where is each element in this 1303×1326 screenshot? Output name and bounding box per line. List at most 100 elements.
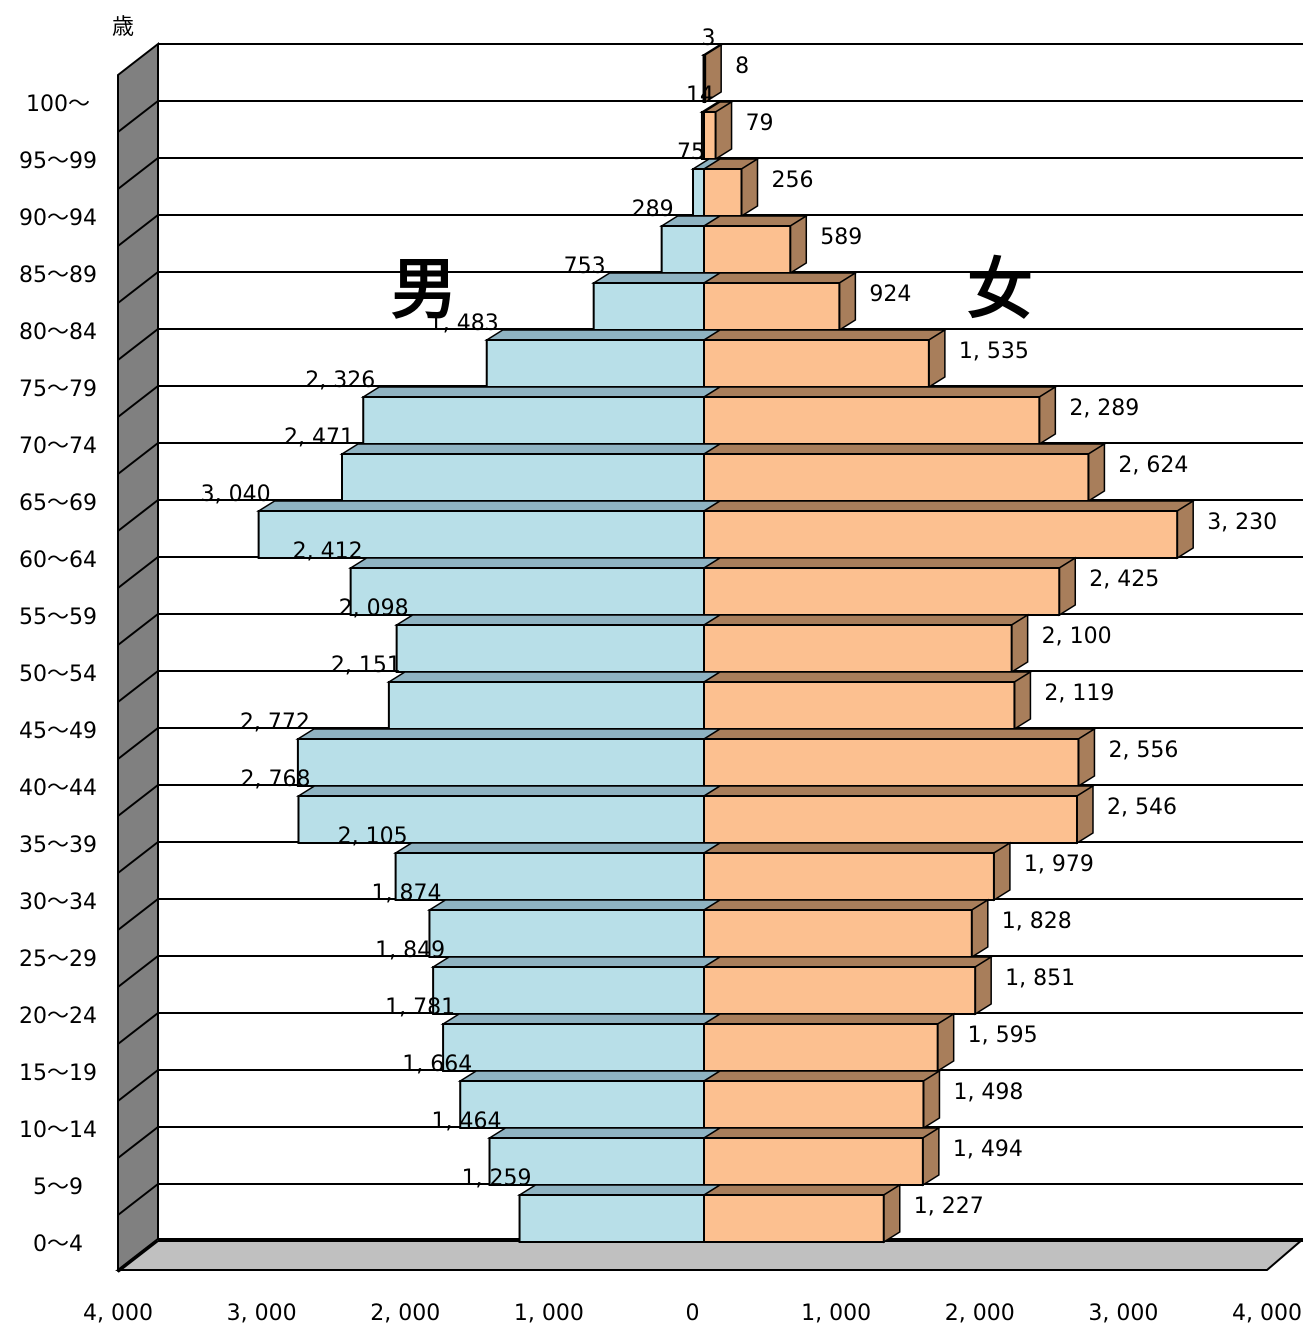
male-bar-top xyxy=(295,728,723,740)
female-bar-top xyxy=(701,785,1096,797)
male-bar-top xyxy=(295,785,723,797)
female-bar-top xyxy=(701,386,1058,398)
gridline-wall xyxy=(117,1069,159,1102)
y-axis-unit-label: 歳 xyxy=(112,15,134,40)
female-bar xyxy=(703,567,1061,616)
x-tick-label: 3, 000 xyxy=(1088,1301,1158,1326)
female-bar xyxy=(703,1194,885,1243)
male-value-label: 2, 098 xyxy=(339,596,409,621)
chart-labels: 100～ 95～99 90～94 85～89 80～84 75～79 70～74 65～69 6… xyxy=(19,26,1302,1326)
female-value-label: 1, 828 xyxy=(1002,909,1072,934)
female-bar-top xyxy=(701,899,991,911)
female-label: 女 xyxy=(967,251,1033,328)
male-bar xyxy=(387,681,705,730)
male-bar-top xyxy=(393,842,723,854)
male-bar xyxy=(362,396,705,445)
x-tick-label: 4, 000 xyxy=(83,1301,153,1326)
category-label: 60～64 xyxy=(19,548,97,573)
male-value-label: 1, 664 xyxy=(402,1052,472,1077)
female-bar-side xyxy=(922,1069,941,1130)
female-bar-side xyxy=(971,898,989,959)
female-value-label: 3, 230 xyxy=(1207,510,1277,535)
gridline-wall xyxy=(117,328,159,361)
male-bar xyxy=(660,225,705,274)
category-label: 20～24 xyxy=(19,1004,97,1029)
female-bar-side xyxy=(838,271,857,332)
female-bar-top xyxy=(701,1070,943,1082)
male-bar-top xyxy=(426,899,723,911)
female-value-label: 1, 851 xyxy=(1005,966,1075,991)
male-value-label: 2, 151 xyxy=(331,653,401,678)
male-value-label: 1, 483 xyxy=(429,311,499,336)
female-bar-side xyxy=(714,100,733,161)
gridline-wall xyxy=(117,1126,159,1159)
x-tick-label: 1, 000 xyxy=(801,1301,871,1326)
female-value-label: 2, 546 xyxy=(1107,795,1177,820)
male-bar-top xyxy=(486,1127,723,1139)
female-bar xyxy=(703,282,841,331)
male-bar-top xyxy=(256,500,723,512)
female-value-label: 2, 100 xyxy=(1042,624,1112,649)
floor xyxy=(115,1238,1303,1271)
male-bar-top xyxy=(348,557,723,569)
male-value-label: 2, 326 xyxy=(305,368,375,393)
category-label: 75～79 xyxy=(19,377,97,402)
category-label: 55～59 xyxy=(19,605,97,630)
female-bar xyxy=(703,453,1090,502)
male-bar-top xyxy=(591,272,723,284)
female-bar xyxy=(703,966,977,1015)
female-value-label: 1, 227 xyxy=(914,1194,984,1219)
male-bar-top xyxy=(360,386,723,398)
female-bar-top xyxy=(701,842,1013,854)
male-value-label: 75 xyxy=(677,140,705,165)
female-bar xyxy=(703,54,707,103)
category-label: 5～9 xyxy=(33,1175,83,1200)
female-bar-top xyxy=(701,272,858,284)
gridline-wall xyxy=(117,898,159,931)
female-bar-side xyxy=(936,1012,955,1073)
male-value-label: 2, 471 xyxy=(284,425,354,450)
category-label: 10～14 xyxy=(19,1118,97,1143)
female-value-label: 2, 624 xyxy=(1118,453,1188,478)
male-value-label: 3 xyxy=(702,26,716,51)
female-bar-top xyxy=(701,500,1196,512)
male-value-label: 1, 464 xyxy=(432,1109,502,1134)
female-bar xyxy=(703,225,792,274)
female-bar-top xyxy=(701,215,809,227)
female-bar xyxy=(703,1023,939,1072)
female-bar-side xyxy=(1058,556,1077,617)
chart-walls xyxy=(115,41,1303,1273)
male-value-label: 1, 259 xyxy=(462,1166,532,1191)
male-bar xyxy=(692,168,706,217)
male-bar-top xyxy=(440,1013,723,1025)
gridline-wall xyxy=(117,214,159,247)
male-bar xyxy=(340,453,705,502)
female-bar xyxy=(703,168,743,217)
category-label: 40～44 xyxy=(19,776,97,801)
female-bar-side xyxy=(1176,499,1194,560)
female-bar xyxy=(703,909,973,958)
male-value-label: 2, 412 xyxy=(293,539,363,564)
gridline-wall xyxy=(117,955,159,988)
gridline-wall xyxy=(117,385,159,418)
gridline-wall xyxy=(117,1240,159,1273)
category-label: 95～99 xyxy=(19,149,97,174)
female-bar xyxy=(703,1080,925,1129)
male-bar xyxy=(485,339,706,388)
male-value-label: 1, 874 xyxy=(371,881,441,906)
male-value-label: 2, 105 xyxy=(338,824,408,849)
female-value-label: 2, 556 xyxy=(1108,738,1178,763)
female-bar xyxy=(703,111,717,160)
category-label: 0～4 xyxy=(33,1232,83,1257)
gridline-wall xyxy=(117,841,159,874)
category-label: 45～49 xyxy=(19,719,97,744)
female-bar-side xyxy=(922,1126,940,1187)
female-bar xyxy=(703,1137,924,1186)
female-value-label: 2, 119 xyxy=(1044,681,1114,706)
male-bar-top xyxy=(516,1184,723,1196)
male-bar-top xyxy=(484,329,723,341)
female-bar xyxy=(703,852,995,901)
female-bar-top xyxy=(701,329,948,341)
male-label: 男 xyxy=(391,251,457,328)
gridline-wall xyxy=(117,784,159,817)
